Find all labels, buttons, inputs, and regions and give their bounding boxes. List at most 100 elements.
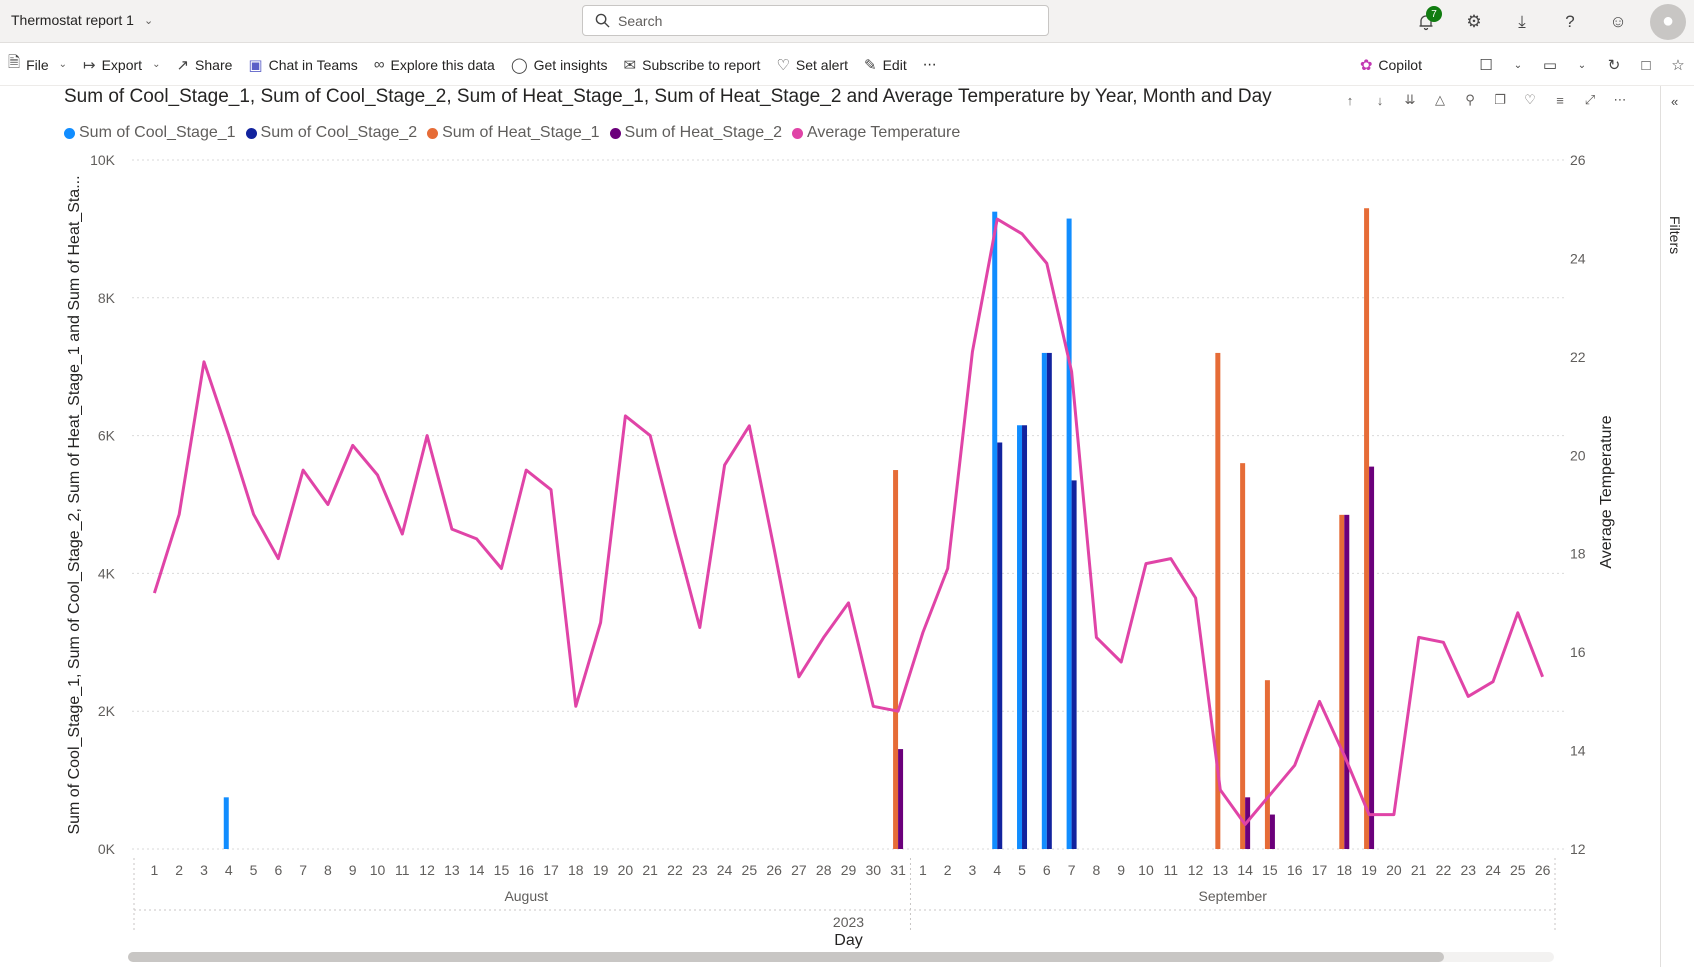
subscribe-button[interactable]: ✉ Subscribe to report (616, 49, 769, 81)
help-button[interactable]: ? (1546, 0, 1594, 43)
refresh-button[interactable]: ↻ (1598, 49, 1630, 81)
x-axis-day-label: 4 (993, 862, 1001, 878)
combo-chart[interactable]: 0K 2K 4K 6K 8K 10K 12 14 16 18 20 22 24 26 1 2 3 4 5 6 7 8 9 10… (0, 150, 1660, 950)
avatar[interactable]: ● (1650, 3, 1686, 40)
get-insights-button[interactable]: ◯ Get insights (503, 49, 616, 81)
bookmark-dropdown[interactable]: ⌄ (1502, 49, 1534, 81)
bar-cool1 (992, 211, 998, 850)
y2-axis-tick-label: 22 (1570, 349, 1586, 365)
report-title-menu[interactable]: Thermostat report 1 ⌄ (11, 12, 153, 28)
legend-item-average-temperature[interactable]: Average Temperature (791, 124, 961, 142)
filter-icon: ≡ (1556, 92, 1564, 108)
bar-heat2 (1344, 514, 1350, 849)
legend-item-cool-stage-2[interactable]: Sum of Cool_Stage_2 (245, 124, 417, 142)
x-axis-day-label: 21 (1411, 862, 1427, 878)
pin-visual-button[interactable]: ⚲ (1456, 88, 1484, 112)
chevron-down-icon: ⌄ (152, 59, 161, 70)
legend-item-heat-stage-1[interactable]: Sum of Heat_Stage_1 (427, 124, 600, 142)
next-level-button[interactable]: ⇊ (1396, 88, 1424, 112)
explore-data-button[interactable]: ∞ Explore this data (366, 49, 503, 81)
bar-heat1 (1364, 208, 1370, 850)
legend-swatch (791, 127, 803, 139)
export-menu[interactable]: ↦ Export ⌄ (75, 49, 168, 81)
favorite-button[interactable]: ☆ (1662, 49, 1694, 81)
insights-label: Get insights (533, 56, 608, 73)
bookmark-icon: ☐ (1479, 57, 1493, 74)
view-button[interactable]: ▭ (1534, 49, 1566, 81)
y-axis-tick-label: 4K (98, 565, 116, 581)
legend-item-cool-stage-1[interactable]: Sum of Cool_Stage_1 (64, 124, 236, 142)
notifications-button[interactable]: 7 (1402, 0, 1450, 43)
legend-label: Average Temperature (806, 124, 961, 141)
visual-more-options-button[interactable]: ⋯ (1606, 88, 1634, 112)
share-icon: ↗ (176, 56, 190, 74)
x-axis-day-label: 20 (618, 862, 634, 878)
edit-button[interactable]: ✎ Edit (856, 49, 915, 81)
x-axis-day-label: 8 (1092, 862, 1100, 878)
view-dropdown[interactable]: ⌄ (1566, 49, 1598, 81)
edit-label: Edit (882, 56, 907, 73)
x-axis-day-label: 26 (1535, 862, 1551, 878)
file-menu[interactable]: 🗎 File ⌄ (0, 49, 75, 81)
copy-visual-button[interactable]: ❐ (1486, 88, 1514, 112)
x-axis-day-label: 17 (543, 862, 559, 878)
y-axis-tick-label: 10K (90, 152, 116, 168)
bar-heat1 (1215, 352, 1221, 849)
comment-button[interactable]: □ (1630, 49, 1662, 81)
export-label: Export (101, 56, 143, 73)
bar-cool1 (223, 797, 229, 849)
visual-title: Sum of Cool_Stage_1, Sum of Cool_Stage_2… (64, 86, 1272, 107)
x-axis-day-label: 4 (225, 862, 233, 878)
x-axis-day-label: 5 (250, 862, 258, 878)
visual-alert-button[interactable]: ♡ (1516, 88, 1544, 112)
visual-header-actions: ↑ ↓ ⇊ △ ⚲ ❐ ♡ ≡ ⤢ ⋯ (1336, 88, 1634, 112)
search-box[interactable]: Search (582, 5, 1049, 36)
chevron-down-icon: ⌄ (1577, 59, 1587, 71)
set-alert-button[interactable]: ♡ Set alert (768, 49, 856, 81)
expand-hierarchy-button[interactable]: △ (1426, 88, 1454, 112)
download-button[interactable]: ⤓ (1498, 0, 1546, 43)
filter-visual-button[interactable]: ≡ (1546, 88, 1574, 112)
bar-heat1 (1339, 514, 1345, 849)
export-arrow-icon: ↦ (83, 56, 96, 74)
people-icon: ☺ (1609, 11, 1627, 31)
chat-in-teams-label: Chat in Teams (268, 56, 358, 73)
x-axis-day-label: 18 (1337, 862, 1353, 878)
lightbulb-icon: ◯ (510, 56, 528, 74)
horizontal-scrollbar-thumb[interactable] (128, 952, 1444, 962)
x-axis-day-label: 28 (816, 862, 832, 878)
settings-button[interactable]: ⚙ (1450, 0, 1498, 43)
drill-up-button[interactable]: ↑ (1336, 88, 1364, 112)
share-button[interactable]: ↗ Share (168, 49, 240, 81)
legend-item-heat-stage-2[interactable]: Sum of Heat_Stage_2 (609, 124, 782, 142)
x-axis-day-label: 19 (593, 862, 609, 878)
pin-icon: ⚲ (1465, 92, 1475, 107)
fork-icon: △ (1435, 92, 1445, 107)
chevron-down-icon: ⌄ (143, 14, 154, 27)
x-axis-day-label: 11 (395, 862, 410, 878)
drill-down-button[interactable]: ↓ (1366, 88, 1394, 112)
focus-mode-button[interactable]: ⤢ (1576, 88, 1604, 112)
x-axis-day-label: 15 (494, 862, 510, 878)
x-axis-day-label: 1 (919, 862, 927, 878)
x-axis-day-label: 12 (419, 862, 435, 878)
bar-cool1 (1017, 425, 1023, 849)
bar-cool2 (1022, 425, 1028, 849)
legend-swatch (245, 127, 257, 139)
x-axis-day-label: 9 (349, 862, 357, 878)
bookmark-button[interactable]: ☐ (1470, 49, 1502, 81)
feedback-button[interactable]: ☺ (1594, 0, 1642, 43)
question-icon: ? (1565, 11, 1575, 31)
more-options-button[interactable]: ⋯ (915, 49, 945, 81)
x-axis-day-label: 6 (274, 862, 282, 878)
search-placeholder: Search (618, 12, 663, 29)
copilot-button[interactable]: ✿ Copilot (1352, 49, 1430, 81)
filters-pane[interactable]: « Filters (1660, 86, 1694, 967)
y-axis-tick-label: 6K (98, 428, 116, 444)
chat-in-teams-button[interactable]: ▣ Chat in Teams (240, 49, 365, 81)
bar-heat2 (898, 749, 904, 849)
x-axis-day-label: 18 (568, 862, 584, 878)
x-axis-day-label: 3 (969, 862, 977, 878)
chevron-double-left-icon[interactable]: « (1671, 94, 1679, 109)
legend-swatch (427, 127, 439, 139)
